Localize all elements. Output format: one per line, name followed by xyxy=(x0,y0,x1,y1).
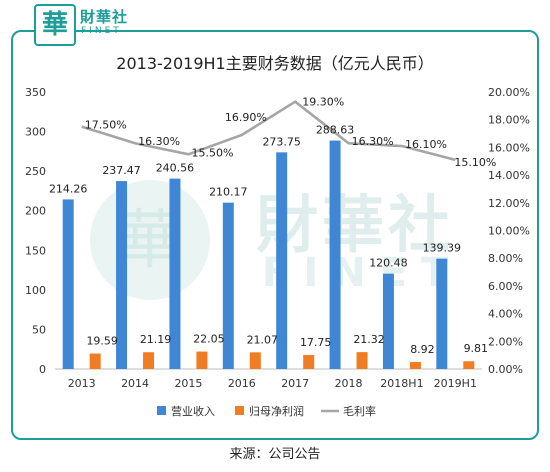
net-profit-bar xyxy=(249,352,261,369)
gross-margin-data-label: 16.90% xyxy=(225,111,267,124)
net-profit-bar xyxy=(356,352,368,369)
net-profit-bar xyxy=(409,361,421,369)
revenue-data-label: 273.75 xyxy=(262,135,301,148)
gross-margin-data-label: 16.10% xyxy=(405,138,447,151)
y-right-tick-label: 20.00% xyxy=(488,86,530,99)
legend-swatch xyxy=(157,406,166,415)
x-tick-label: 2016 xyxy=(228,377,256,390)
y-left-tick-label: 300 xyxy=(25,126,46,139)
revenue-bar xyxy=(222,202,234,369)
revenue-bar xyxy=(382,273,394,369)
watermark-name-en: FINET xyxy=(262,250,462,296)
logo-name-cn: 財華社 xyxy=(80,8,129,26)
revenue-data-label: 240.56 xyxy=(156,162,195,175)
y-right-tick-label: 2.00% xyxy=(488,335,523,348)
y-left-tick-label: 100 xyxy=(25,284,46,297)
chart-title: 2013-2019H1主要财务数据（亿元人民币） xyxy=(116,54,434,73)
net-profit-data-label: 21.07 xyxy=(247,333,279,346)
revenue-data-label: 288.63 xyxy=(316,124,355,137)
source-note: 来源：公司公告 xyxy=(229,447,321,462)
gross-margin-data-label: 16.30% xyxy=(138,135,180,148)
x-tick-label: 2017 xyxy=(281,377,309,390)
y-right-tick-label: 14.00% xyxy=(488,169,530,182)
revenue-bar xyxy=(116,181,128,369)
net-profit-data-label: 21.32 xyxy=(353,333,385,346)
revenue-data-label: 237.47 xyxy=(102,164,141,177)
watermark: 華 財華社 FINET xyxy=(90,180,462,300)
gross-margin-line xyxy=(81,100,456,162)
y-left-tick-label: 200 xyxy=(25,205,46,218)
revenue-bar xyxy=(169,178,181,369)
revenue-bar xyxy=(436,258,448,369)
y-left-tick-label: 0 xyxy=(39,363,46,376)
net-profit-data-label: 9.81 xyxy=(464,342,489,355)
y-left-tick-label: 350 xyxy=(25,86,46,99)
y-left-tick-label: 150 xyxy=(25,244,46,257)
watermark-name-cn: 財華社 xyxy=(256,188,454,261)
x-tick-label: 2014 xyxy=(121,377,149,390)
y-right-tick-label: 0.00% xyxy=(488,363,523,376)
net-profit-data-label: 21.19 xyxy=(140,333,172,346)
revenue-data-label: 210.17 xyxy=(209,186,248,199)
revenue-bar xyxy=(62,199,74,369)
net-profit-data-label: 17.75 xyxy=(300,336,332,349)
y-left-tick-label: 50 xyxy=(32,323,46,336)
gross-margin-data-label: 19.30% xyxy=(302,96,344,109)
legend-label: 归母净利润 xyxy=(249,404,304,418)
legend-label: 营业收入 xyxy=(171,404,215,418)
net-profit-data-label: 22.05 xyxy=(193,333,225,346)
revenue-bar xyxy=(276,152,288,369)
y-right-tick-label: 16.00% xyxy=(488,141,530,154)
y-right-tick-label: 18.00% xyxy=(488,114,530,127)
y-left-tick-label: 250 xyxy=(25,165,46,178)
y-right-tick-label: 4.00% xyxy=(488,308,523,321)
x-tick-label: 2018H1 xyxy=(380,377,423,390)
net-profit-bar xyxy=(303,354,315,369)
revenue-bar xyxy=(329,140,341,369)
revenue-data-label: 214.26 xyxy=(49,182,88,195)
net-profit-bar xyxy=(143,352,155,369)
x-tick-label: 2015 xyxy=(174,377,202,390)
x-tick-label: 2018 xyxy=(335,377,363,390)
net-profit-bar xyxy=(89,353,101,369)
revenue-data-label: 120.48 xyxy=(369,257,408,270)
y-right-tick-label: 12.00% xyxy=(488,197,530,210)
x-tick-label: 2013 xyxy=(68,377,96,390)
gross-margin-data-label: 15.50% xyxy=(191,146,233,159)
logo-mark: 華 xyxy=(34,4,76,46)
logo-name-en: FINET xyxy=(81,26,122,36)
y-right-tick-label: 8.00% xyxy=(488,252,523,265)
gross-margin-data-label: 16.30% xyxy=(352,135,394,148)
revenue-data-label: 139.39 xyxy=(423,242,462,255)
net-profit-data-label: 19.59 xyxy=(86,334,118,347)
net-profit-data-label: 8.92 xyxy=(410,343,435,356)
gross-margin-data-label: 15.10% xyxy=(454,156,496,169)
y-right-tick-label: 10.00% xyxy=(488,225,530,238)
x-tick-label: 2019H1 xyxy=(434,377,477,390)
legend-label: 毛利率 xyxy=(343,404,376,418)
gross-margin-data-label: 17.50% xyxy=(85,119,127,132)
net-profit-bar xyxy=(463,361,475,369)
net-profit-bar xyxy=(196,351,208,369)
y-right-tick-label: 6.00% xyxy=(488,280,523,293)
legend-swatch xyxy=(235,406,244,415)
